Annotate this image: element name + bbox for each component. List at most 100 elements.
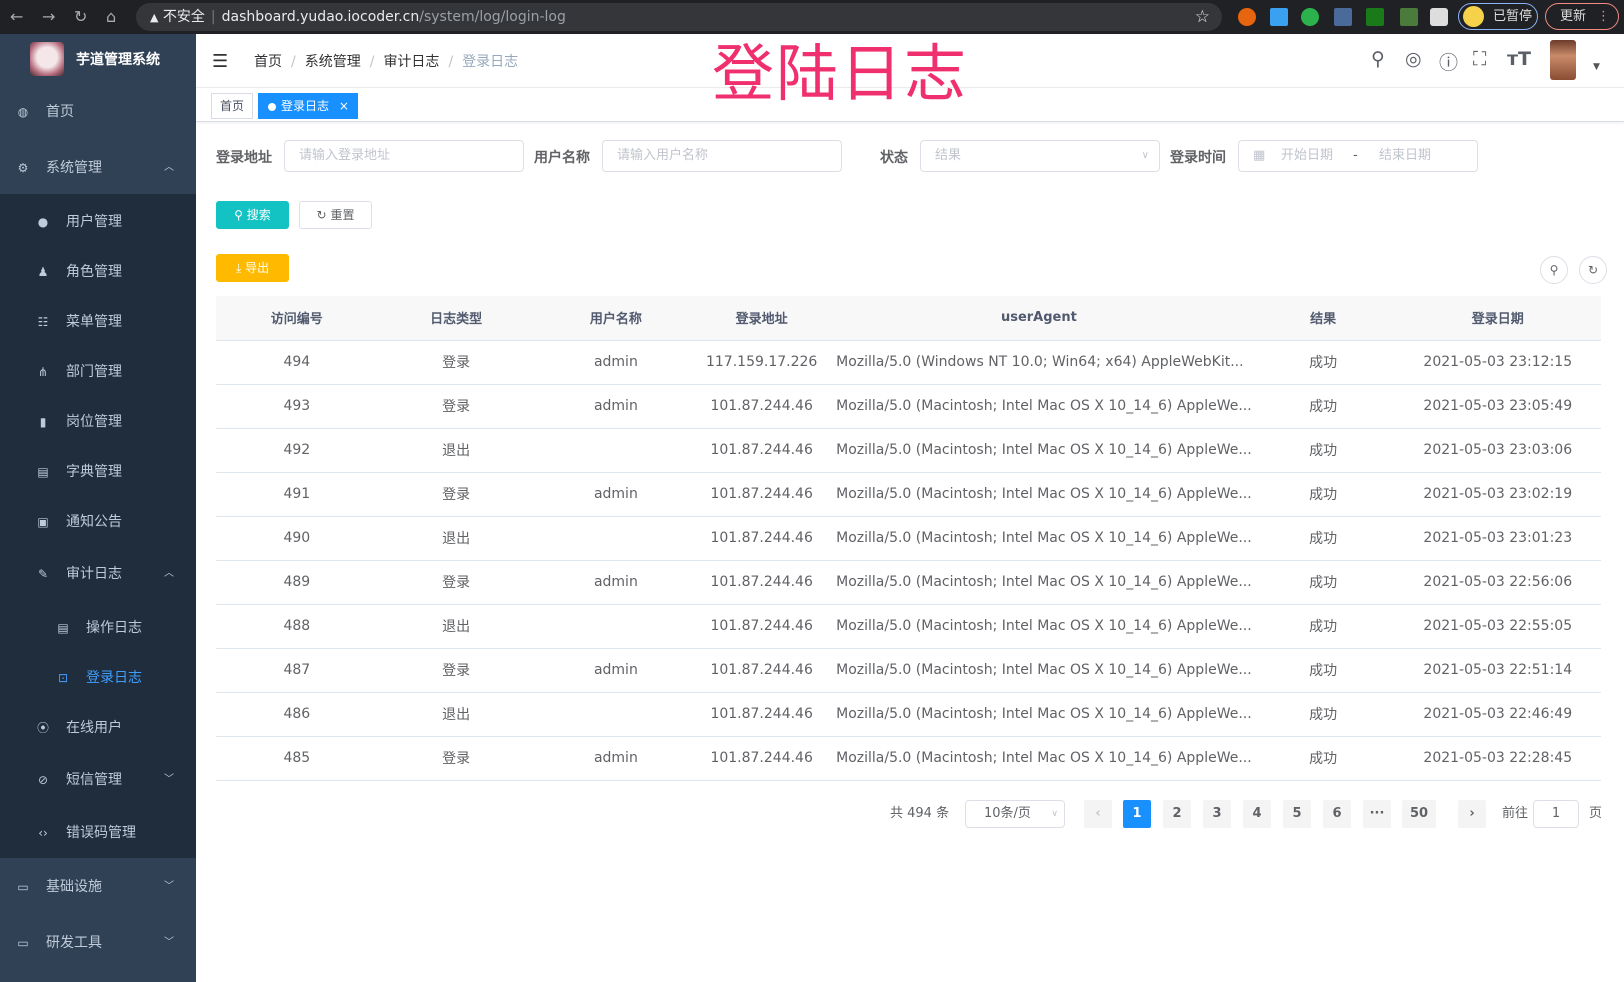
table-cell: 成功	[1251, 692, 1395, 737]
sidebar-item[interactable]: ◍ 首页	[0, 87, 196, 137]
next-page-button[interactable]: ›	[1458, 800, 1486, 828]
logininfor-icon: ⊡	[57, 671, 69, 685]
avatar[interactable]	[1550, 40, 1576, 80]
page-button[interactable]: 3	[1203, 800, 1231, 828]
table-row: 491 登录 admin 101.87.244.46 Mozilla/5.0 (Maci…	[216, 472, 1601, 517]
update-button[interactable]: 更新 ⋮	[1545, 3, 1619, 30]
table-cell: admin	[534, 384, 698, 429]
refresh-button[interactable]: ↻	[1579, 256, 1607, 284]
tag-home[interactable]: 首页	[211, 93, 254, 119]
puzzle-icon[interactable]	[1430, 8, 1448, 26]
sidebar-item-label: 部门管理	[66, 364, 122, 380]
page-button[interactable]: 50	[1402, 800, 1436, 828]
username-input[interactable]: 请输入用户名称	[602, 140, 842, 172]
sidebar-item[interactable]: ▤ 字典管理	[0, 447, 196, 497]
goto-page-input[interactable]: 1	[1533, 800, 1579, 828]
main: ☰ 首页 / 系统管理 / 审计日志 / 登录日志 登陆日志 ⚲ ◎ ⓘ ⛶ тT ▼ 首页…	[196, 34, 1624, 982]
form-icon: ▤	[57, 621, 69, 635]
table-cell: 成功	[1251, 472, 1395, 517]
back-icon[interactable]: ←	[10, 7, 24, 26]
reset-button[interactable]: ↻ 重置	[299, 201, 372, 229]
page-button[interactable]: 1	[1123, 800, 1151, 828]
page-button[interactable]: 6	[1323, 800, 1351, 828]
fullscreen-icon[interactable]: ⛶	[1473, 48, 1487, 70]
page-button[interactable]: 2	[1163, 800, 1191, 828]
sidebar-item[interactable]: ♟ 角色管理	[0, 247, 196, 297]
table-cell: admin	[534, 736, 698, 781]
sidebar-item[interactable]: ‹› 错误码管理	[0, 808, 196, 858]
github-icon[interactable]: ◎	[1405, 48, 1422, 70]
profile-button[interactable]: 已暂停	[1458, 3, 1538, 30]
extension-icon[interactable]	[1366, 8, 1384, 26]
end-date[interactable]: 结束日期	[1379, 148, 1432, 163]
status-select[interactable]: 结果 ∨	[920, 140, 1160, 172]
sidebar-item[interactable]: ▭ 研发工具 ﹀	[0, 918, 196, 968]
caret-down-icon[interactable]: ▼	[1593, 62, 1600, 72]
table-cell: 2021-05-03 22:28:45	[1394, 736, 1601, 781]
sidebar-item[interactable]: ▭ 基础设施 ﹀	[0, 862, 196, 912]
sidebar-item[interactable]: ▣ 通知公告	[0, 497, 196, 547]
forward-icon[interactable]: →	[42, 7, 56, 26]
table-row: 486 退出 101.87.244.46 Mozilla/5.0 (Macintosh…	[216, 692, 1601, 737]
hamburger-icon[interactable]: ☰	[212, 51, 229, 72]
sidebar-item[interactable]: ⊘ 短信管理 ﹀	[0, 755, 196, 805]
sidebar-item[interactable]: ⚙ 系统管理 ︿	[0, 143, 196, 193]
extension-icon[interactable]	[1270, 8, 1288, 26]
sidebar-item-label: 系统管理	[46, 160, 102, 176]
sidebar-item[interactable]: ● 用户管理	[0, 197, 196, 247]
table-row: 485 登录 admin 101.87.244.46 Mozilla/5.0 (Maci…	[216, 736, 1601, 781]
extension-icon[interactable]	[1400, 8, 1418, 26]
sidebar-item-label: 错误码管理	[66, 825, 136, 841]
page-button[interactable]: 5	[1283, 800, 1311, 828]
refresh-icon: ↻	[316, 208, 327, 222]
search-button[interactable]: ⚲ 搜索	[216, 201, 289, 229]
breadcrumb-item[interactable]: 系统管理	[304, 54, 361, 70]
extension-icon[interactable]	[1301, 8, 1319, 26]
home-icon[interactable]: ⌂	[106, 7, 117, 26]
extension-icon[interactable]	[1238, 8, 1256, 26]
breadcrumb-item[interactable]: 首页	[254, 54, 282, 70]
post-icon: ▮	[39, 415, 47, 429]
breadcrumb-item[interactable]: 审计日志	[383, 54, 440, 70]
close-icon[interactable]: ×	[338, 99, 349, 113]
sidebar-item-label: 研发工具	[46, 935, 102, 951]
extension-icon[interactable]	[1334, 8, 1352, 26]
table-cell: 2021-05-03 23:05:49	[1394, 384, 1601, 429]
search-icon[interactable]: ⚲	[1371, 48, 1385, 70]
start-date[interactable]: 开始日期	[1281, 148, 1334, 163]
prev-page-button[interactable]: ‹	[1084, 800, 1112, 828]
table-cell: 退出	[377, 516, 535, 561]
warning-icon: ▲	[150, 11, 159, 24]
table-cell: 2021-05-03 22:56:06	[1394, 560, 1601, 605]
sidebar-item[interactable]: ▤ 操作日志	[0, 603, 196, 653]
sidebar-item[interactable]: ⦿ 在线用户	[0, 703, 196, 753]
address-input[interactable]: 请输入登录地址	[284, 140, 524, 172]
help-icon[interactable]: ⓘ	[1439, 52, 1459, 74]
font-size-icon[interactable]: тT	[1507, 48, 1531, 70]
toggle-search-button[interactable]: ⚲	[1540, 256, 1568, 284]
update-label: 更新	[1560, 9, 1587, 24]
address-bar[interactable]: ▲ 不安全 | dashboard.yudao.iocoder.cn/system/…	[136, 3, 1222, 31]
sidebar-item[interactable]: ▮ 岗位管理	[0, 397, 196, 447]
date-range-picker[interactable]: ▦ 开始日期 - 结束日期	[1238, 140, 1478, 172]
sidebar-item[interactable]: ☷ 菜单管理	[0, 297, 196, 347]
table-cell: Mozilla/5.0 (Macintosh; Intel Mac OS X 1…	[826, 736, 1252, 781]
chevron-down-icon: ∨	[1051, 809, 1058, 819]
table-cell: 486	[216, 692, 378, 737]
bookmark-star-icon[interactable]: ☆	[1194, 7, 1210, 27]
sidebar-item[interactable]: ⋔ 部门管理	[0, 347, 196, 397]
page-size-select[interactable]: 10条/页 ∨	[965, 800, 1065, 828]
tag-login-log[interactable]: 登录日志 ×	[258, 93, 358, 119]
reload-icon[interactable]: ↻	[74, 7, 88, 26]
address-label: 登录地址	[216, 150, 272, 166]
export-button[interactable]: ⤓ 导出	[216, 254, 289, 282]
sidebar-item[interactable]: ✎ 审计日志 ︿	[0, 549, 196, 599]
logo	[30, 42, 64, 76]
sidebar: 芋道管理系统 ◍ 首页 ⚙ 系统管理 ︿ ● 用户管理 ♟ 角色管理 ☷ 菜单管理 ⋔ 部门管理 ▮ 岗位管…	[0, 34, 196, 982]
page-button[interactable]: 4	[1243, 800, 1271, 828]
insecure-label: 不安全	[162, 9, 205, 25]
more-pages-button[interactable]: ···	[1363, 800, 1391, 828]
sidebar-item[interactable]: ⊡ 登录日志	[0, 653, 196, 703]
validCode-icon: ⊘	[37, 773, 49, 787]
code-icon: ‹›	[38, 826, 48, 840]
